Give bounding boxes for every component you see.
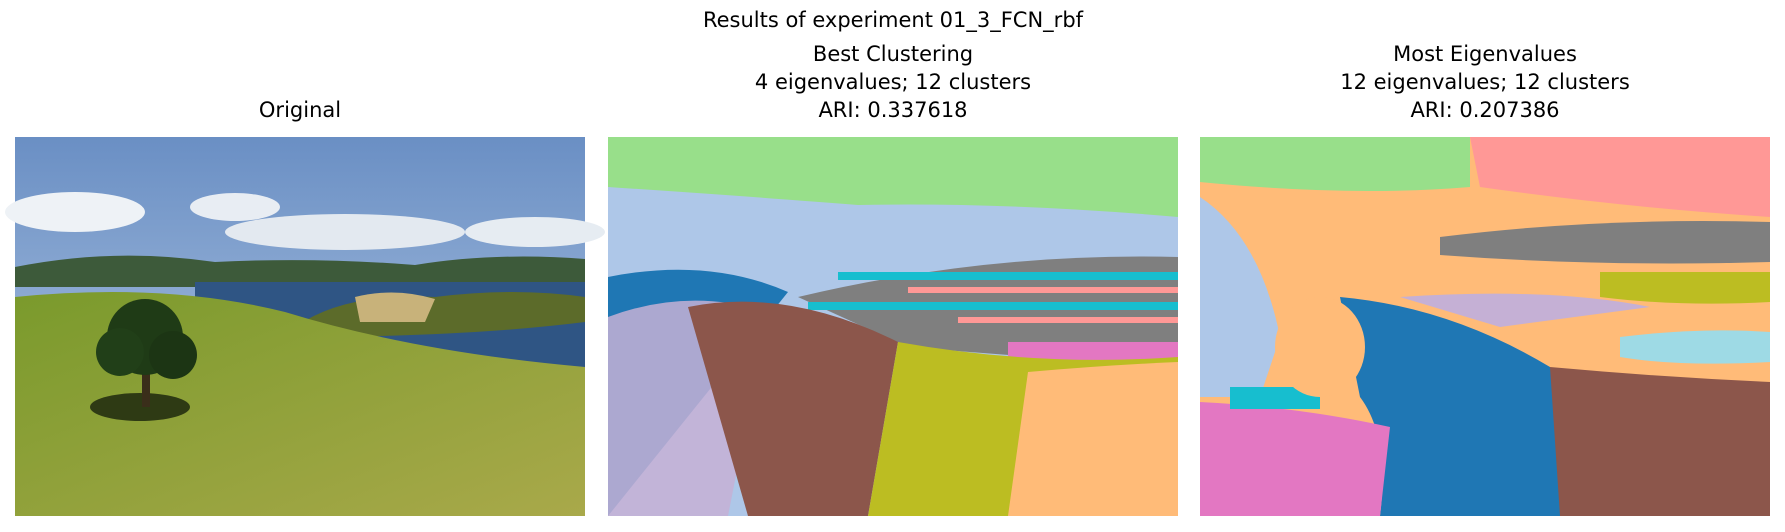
- panel-title: Original: [259, 98, 341, 122]
- panel-subtitle: 4 eigenvalues; 12 clusters: [755, 70, 1031, 94]
- panel-score: ARI: 0.207386: [1410, 98, 1559, 122]
- original-image: [5, 137, 605, 516]
- cluster-image: [1200, 137, 1770, 516]
- panel-title: Most Eigenvalues: [1393, 42, 1577, 66]
- panel-subtitle: 12 eigenvalues; 12 clusters: [1340, 70, 1630, 94]
- cluster-image: [608, 137, 1178, 516]
- panel-score: ARI: 0.337618: [818, 98, 967, 122]
- panel-title: Best Clustering: [813, 42, 973, 66]
- figure-title: Results of experiment 01_3_FCN_rbf: [703, 8, 1084, 33]
